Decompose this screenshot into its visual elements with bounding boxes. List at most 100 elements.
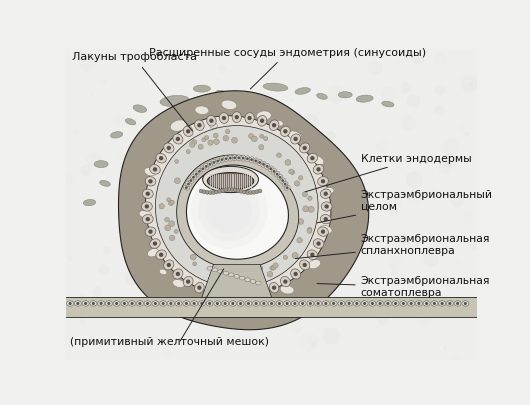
Ellipse shape (439, 301, 446, 306)
Circle shape (153, 151, 164, 164)
Circle shape (410, 302, 413, 305)
Ellipse shape (237, 301, 244, 306)
Ellipse shape (269, 282, 279, 293)
Ellipse shape (206, 301, 213, 306)
Circle shape (92, 302, 95, 305)
Ellipse shape (307, 250, 317, 260)
Circle shape (67, 256, 73, 262)
Circle shape (377, 313, 390, 325)
Circle shape (192, 302, 196, 305)
Ellipse shape (313, 164, 324, 174)
Ellipse shape (431, 301, 438, 306)
Circle shape (68, 302, 72, 305)
Circle shape (467, 239, 478, 249)
Circle shape (293, 149, 297, 153)
Ellipse shape (222, 100, 237, 109)
Circle shape (202, 190, 206, 194)
Circle shape (219, 65, 226, 73)
Ellipse shape (338, 92, 352, 98)
Circle shape (281, 179, 284, 182)
Ellipse shape (253, 158, 258, 164)
Ellipse shape (164, 260, 174, 270)
Circle shape (248, 293, 252, 297)
Circle shape (348, 302, 351, 305)
Circle shape (80, 318, 86, 325)
Circle shape (148, 230, 153, 234)
Ellipse shape (98, 301, 104, 306)
Circle shape (277, 153, 281, 158)
Circle shape (165, 225, 171, 231)
Circle shape (200, 104, 216, 120)
Circle shape (316, 167, 321, 171)
Circle shape (442, 139, 459, 156)
Circle shape (153, 241, 157, 246)
Circle shape (166, 263, 171, 267)
Circle shape (233, 188, 237, 192)
Circle shape (169, 302, 172, 305)
Circle shape (302, 192, 307, 197)
Circle shape (401, 82, 412, 93)
Ellipse shape (100, 180, 110, 186)
Circle shape (262, 163, 265, 166)
Ellipse shape (313, 239, 324, 248)
Text: (примитивный желточный мешок): (примитивный желточный мешок) (70, 337, 269, 347)
Circle shape (305, 268, 321, 284)
Ellipse shape (90, 301, 97, 306)
Ellipse shape (195, 120, 204, 130)
Circle shape (258, 189, 262, 193)
Circle shape (240, 190, 243, 193)
Ellipse shape (224, 156, 228, 162)
Circle shape (246, 191, 250, 194)
Ellipse shape (232, 290, 241, 301)
Circle shape (448, 302, 452, 305)
Circle shape (303, 146, 307, 150)
Circle shape (190, 142, 195, 147)
Circle shape (169, 235, 175, 241)
Circle shape (237, 267, 244, 275)
Circle shape (187, 183, 190, 185)
Circle shape (224, 188, 228, 192)
Circle shape (225, 277, 229, 281)
Circle shape (231, 302, 234, 305)
Ellipse shape (316, 241, 324, 246)
Circle shape (260, 119, 264, 123)
Ellipse shape (416, 301, 422, 306)
Circle shape (248, 276, 254, 281)
Circle shape (396, 61, 400, 64)
Circle shape (250, 268, 260, 278)
Circle shape (166, 146, 171, 150)
Circle shape (101, 170, 105, 174)
Ellipse shape (307, 301, 314, 306)
Ellipse shape (261, 161, 266, 167)
Circle shape (292, 253, 298, 259)
Circle shape (293, 302, 296, 305)
Ellipse shape (144, 301, 151, 306)
Circle shape (401, 88, 408, 95)
Ellipse shape (271, 168, 277, 174)
Ellipse shape (236, 155, 241, 161)
Ellipse shape (245, 290, 254, 300)
Circle shape (208, 140, 213, 145)
Ellipse shape (133, 105, 147, 113)
Circle shape (81, 294, 84, 298)
Ellipse shape (167, 301, 174, 306)
Circle shape (386, 302, 390, 305)
Circle shape (158, 185, 165, 193)
Circle shape (279, 176, 281, 179)
Ellipse shape (82, 301, 89, 306)
Ellipse shape (258, 115, 267, 126)
Ellipse shape (312, 156, 324, 165)
Ellipse shape (193, 85, 210, 92)
Circle shape (169, 221, 174, 226)
Circle shape (391, 270, 396, 275)
Circle shape (400, 234, 409, 243)
Ellipse shape (129, 301, 136, 306)
Circle shape (87, 152, 102, 168)
Polygon shape (66, 49, 477, 360)
Circle shape (202, 138, 206, 142)
Ellipse shape (288, 131, 302, 140)
Circle shape (199, 189, 203, 193)
Circle shape (186, 326, 191, 332)
Ellipse shape (232, 112, 241, 123)
Circle shape (174, 178, 180, 184)
